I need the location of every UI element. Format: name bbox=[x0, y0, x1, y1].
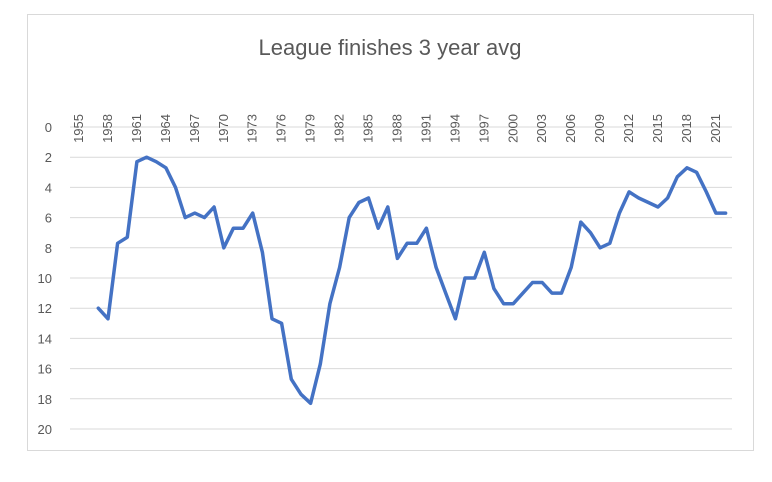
x-tick-label: 1994 bbox=[447, 114, 462, 143]
y-tick-label: 20 bbox=[38, 422, 52, 437]
y-tick-label: 4 bbox=[45, 180, 52, 195]
x-tick-label: 1955 bbox=[71, 114, 86, 143]
x-tick-label: 2015 bbox=[650, 114, 665, 143]
series-line bbox=[96, 155, 728, 406]
x-tick-label: 2018 bbox=[679, 114, 694, 143]
x-tick-label: 1982 bbox=[332, 114, 347, 143]
x-tick-label: 1973 bbox=[245, 114, 260, 143]
y-tick-label: 18 bbox=[38, 392, 52, 407]
x-tick-label: 1988 bbox=[389, 114, 404, 143]
x-tick-label: 1991 bbox=[418, 114, 433, 143]
y-tick-label: 12 bbox=[38, 301, 52, 316]
x-tick-label: 2021 bbox=[708, 114, 723, 143]
grid-lines bbox=[70, 126, 732, 430]
chart-frame bbox=[27, 14, 754, 451]
x-tick-label: 2000 bbox=[505, 114, 520, 143]
x-tick-label: 2012 bbox=[621, 114, 636, 143]
chart-title: League finishes 3 year avg bbox=[259, 35, 522, 60]
x-tick-label: 1985 bbox=[361, 114, 376, 143]
x-tick-label: 1979 bbox=[303, 114, 318, 143]
y-tick-label: 16 bbox=[38, 362, 52, 377]
x-tick-label: 2006 bbox=[563, 114, 578, 143]
y-tick-label: 10 bbox=[38, 271, 52, 286]
x-tick-label: 1961 bbox=[129, 114, 144, 143]
x-axis-ticks: 1955 1958 1961 1964 1967 1970 1973 1976 1979 1982… bbox=[71, 114, 723, 143]
x-tick-label: 1958 bbox=[100, 114, 115, 143]
y-axis-ticks: 0 2 4 6 8 10 12 14 16 18 20 bbox=[38, 120, 52, 437]
y-tick-label: 0 bbox=[45, 120, 52, 135]
x-tick-label: 2003 bbox=[534, 114, 549, 143]
y-tick-label: 2 bbox=[45, 150, 52, 165]
x-tick-label: 1997 bbox=[476, 114, 491, 143]
x-tick-label: 1967 bbox=[187, 114, 202, 143]
y-tick-label: 8 bbox=[45, 241, 52, 256]
x-tick-label: 1970 bbox=[216, 114, 231, 143]
x-tick-label: 2009 bbox=[592, 114, 607, 143]
x-tick-label: 1976 bbox=[274, 114, 289, 143]
series-group bbox=[96, 155, 728, 406]
x-tick-label: 1964 bbox=[158, 114, 173, 143]
y-tick-label: 14 bbox=[38, 331, 52, 346]
y-tick-label: 6 bbox=[45, 211, 52, 226]
